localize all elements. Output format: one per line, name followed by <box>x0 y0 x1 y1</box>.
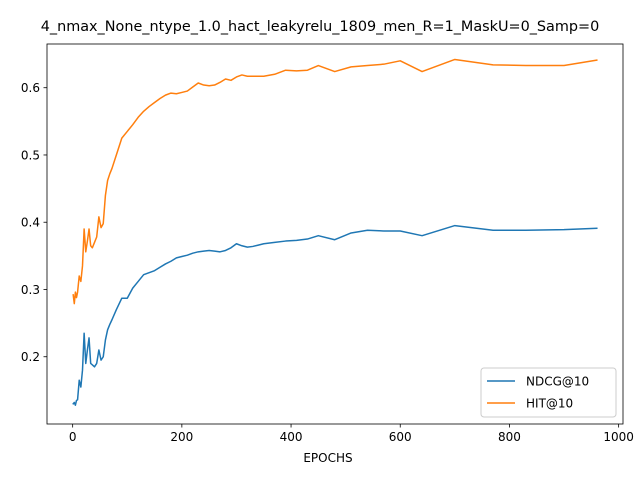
x-tick-label: 1000 <box>603 430 634 444</box>
y-tick-label: 0.3 <box>21 283 40 297</box>
series-line-ndcg <box>72 224 598 406</box>
x-axis-label: EPOCHS <box>303 451 352 465</box>
x-tick-label: 0 <box>69 430 77 444</box>
legend: NDCG@10 HIT@10 <box>480 367 617 418</box>
legend-entry: HIT@10 <box>526 396 573 410</box>
x-tick-label: 200 <box>170 430 193 444</box>
y-tick-label: 0.2 <box>21 350 40 364</box>
legend-entry: NDCG@10 <box>526 374 589 388</box>
x-tick-label: 800 <box>498 430 521 444</box>
x-tick-label: 600 <box>389 430 412 444</box>
axes-layer: 0 200 400 600 800 1000 0.2 0.3 0.4 0.5 0.6 <box>21 43 634 444</box>
axes-frame <box>46 43 624 425</box>
x-tick-label: 400 <box>280 430 303 444</box>
series-layer <box>72 58 598 406</box>
series-line-hit <box>72 58 598 305</box>
chart-title: 4_nmax_None_ntype_1.0_hact_leakyrelu_180… <box>41 19 600 35</box>
y-tick-label: 0.6 <box>21 81 40 95</box>
y-tick-label: 0.4 <box>21 216 40 230</box>
y-tick-label: 0.5 <box>21 148 40 162</box>
